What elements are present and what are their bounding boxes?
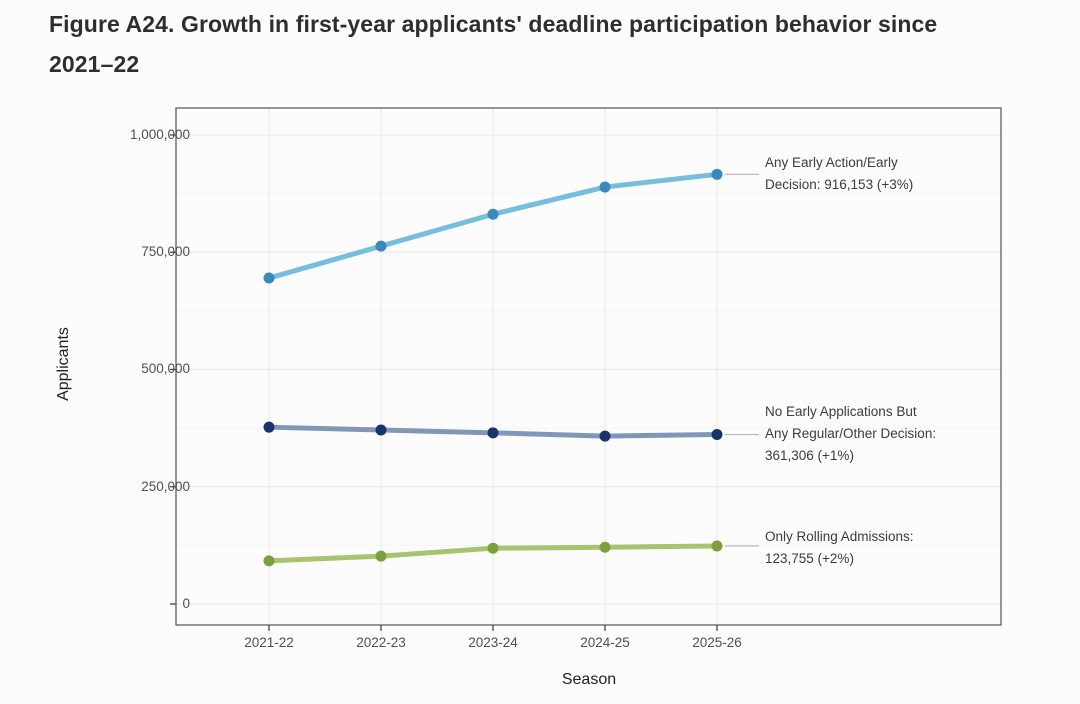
data-point-series-2	[375, 550, 387, 562]
data-point-series-1	[487, 427, 499, 439]
data-point-series-1	[263, 421, 275, 433]
data-point-series-1	[375, 424, 387, 436]
data-point-series-0	[487, 208, 499, 220]
data-point-series-0	[599, 181, 611, 193]
y-tick-label-500000: 500,000	[141, 361, 190, 376]
data-point-series-1	[599, 430, 611, 442]
annotation-line: No Early Applications But	[765, 404, 917, 419]
y-tick-label-0: 0	[182, 596, 190, 611]
panel-border	[175, 107, 1002, 626]
x-tick-label-2024-25: 2024-25	[580, 635, 630, 650]
data-point-series-2	[711, 540, 723, 552]
x-tick-label-2025-26: 2025-26	[692, 635, 742, 650]
annotation-line: Only Rolling Admissions:	[765, 529, 914, 544]
x-axis-title: Season	[561, 671, 617, 688]
annotation-line: Any Regular/Other Decision:	[765, 426, 937, 441]
annotation-line: Decision: 916,153 (+3%)	[765, 177, 914, 192]
x-tick-label-2023-24: 2023-24	[468, 635, 518, 650]
data-point-series-2	[487, 542, 499, 554]
annotation-no-early: No Early Applications But Any Regular/Ot…	[765, 401, 995, 467]
data-point-series-0	[263, 272, 275, 284]
y-axis-title: Applicants	[55, 327, 72, 401]
annotation-rolling: Only Rolling Admissions: 123,755 (+2%)	[765, 526, 995, 570]
annotation-line: 361,306 (+1%)	[765, 448, 854, 463]
y-tick-label-1000000: 1,000,000	[129, 127, 190, 142]
x-tick-label-2021-22: 2021-22	[244, 635, 294, 650]
annotation-line: Any Early Action/Early	[765, 155, 898, 170]
data-point-series-2	[263, 555, 275, 567]
y-tick-label-250000: 250,000	[141, 479, 190, 494]
data-point-series-1	[711, 429, 723, 441]
data-point-series-2	[599, 541, 611, 553]
data-point-series-0	[375, 240, 387, 252]
annotation-line: 123,755 (+2%)	[765, 551, 854, 566]
figure-title: Figure A24. Growth in first-year applica…	[49, 4, 1009, 84]
x-tick-label-2022-23: 2022-23	[356, 635, 406, 650]
annotation-early-action: Any Early Action/Early Decision: 916,153…	[765, 152, 995, 196]
y-tick-label-750000: 750,000	[141, 244, 190, 259]
figure-title-line-1: Figure A24. Growth in first-year applica…	[49, 11, 938, 37]
figure-title-line-2: 2021–22	[49, 51, 140, 77]
data-point-series-0	[711, 168, 723, 180]
